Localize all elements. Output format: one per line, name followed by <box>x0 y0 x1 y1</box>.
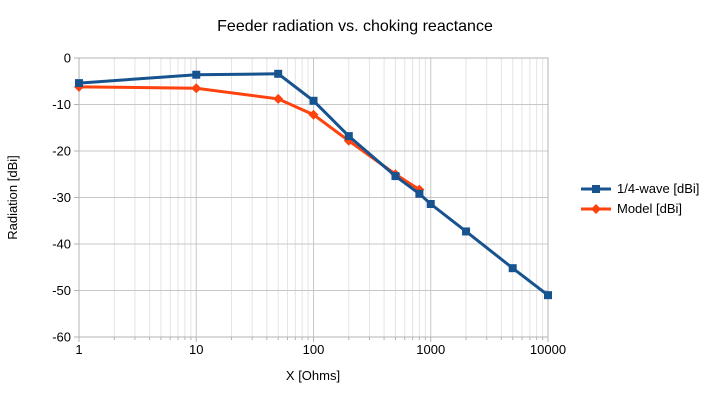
x-axis-title: X [Ohms] <box>286 368 340 383</box>
y-axis-title: Radiation [dBi] <box>5 155 20 240</box>
legend: 1/4-wave [dBi] Model [dBi] <box>581 181 699 216</box>
y-tick-label: -30 <box>52 190 71 205</box>
data-point <box>415 189 424 198</box>
y-tick-label: -60 <box>52 330 71 345</box>
data-point <box>191 83 202 94</box>
x-tick-label: 100 <box>303 342 325 357</box>
data-point <box>508 264 517 273</box>
y-tick-label: -50 <box>52 283 71 298</box>
data-point <box>544 291 552 300</box>
data-point <box>273 93 284 104</box>
y-tick-label: -10 <box>52 97 71 112</box>
data-point <box>309 96 318 105</box>
x-tick-label: 10000 <box>530 342 566 357</box>
legend-item-model: Model [dBi] <box>581 201 682 216</box>
legend-item-quarter-wave: 1/4-wave [dBi] <box>581 181 699 196</box>
data-point <box>192 70 201 79</box>
y-tick-labels: 0 -10 -20 -30 -40 -50 -60 <box>52 51 71 345</box>
y-tick-label: -20 <box>52 144 71 159</box>
x-tick-label: 10 <box>189 342 203 357</box>
data-point <box>391 172 400 181</box>
gridlines <box>78 57 549 338</box>
y-tick-label: 0 <box>64 51 71 66</box>
x-tick-label: 1000 <box>416 342 445 357</box>
x-tick-label: 1 <box>75 342 82 357</box>
chart-title: Feeder radiation vs. choking reactance <box>217 18 493 35</box>
series-line <box>78 85 421 191</box>
data-point <box>462 227 471 236</box>
data-point <box>274 69 283 78</box>
legend-marker-square-icon <box>581 185 611 193</box>
legend-marker <box>592 185 600 193</box>
series-quarter-wave <box>75 69 552 300</box>
data-point <box>426 200 435 209</box>
axis-ticks <box>74 57 549 342</box>
x-tick-labels: 1 10 100 1000 10000 <box>75 342 566 357</box>
series-layer <box>74 69 552 300</box>
legend-marker <box>591 204 601 214</box>
data-point <box>75 79 83 88</box>
data-point <box>308 109 319 120</box>
legend-label-model: Model [dBi] <box>617 201 682 216</box>
data-point <box>344 132 353 141</box>
legend-label-quarter-wave: 1/4-wave [dBi] <box>617 181 699 196</box>
series-model <box>74 81 425 195</box>
y-tick-label: -40 <box>52 237 71 252</box>
legend-marker-diamond-icon <box>581 204 611 214</box>
